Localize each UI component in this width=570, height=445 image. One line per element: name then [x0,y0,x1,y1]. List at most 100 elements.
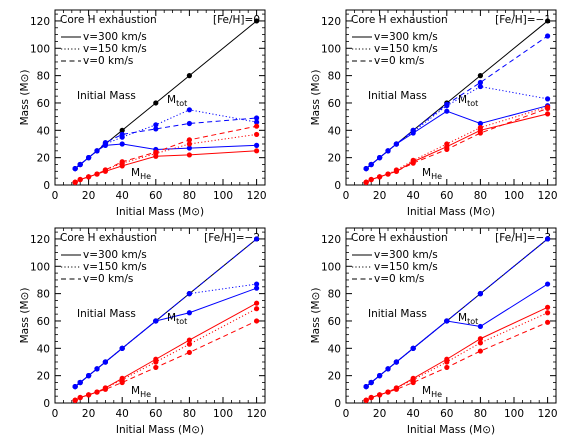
series-mtot-dashed [363,33,551,172]
plot-frame [54,227,266,404]
data-point [444,108,450,114]
x-tick-label: 120 [247,190,267,202]
y-tick-label: 40 [37,343,50,355]
data-point [102,140,108,146]
legend-item: v=300 km/s [83,31,147,43]
data-point [545,96,551,102]
x-tick-label: 20 [82,190,95,202]
x-tick-label: 0 [343,408,350,420]
panel-title: Core H exhaustion [351,232,448,244]
data-point [477,83,483,90]
data-point [254,306,260,312]
data-point [393,359,399,365]
legend-item: v=300 km/s [83,249,147,261]
data-point [119,141,125,147]
data-point [186,120,192,127]
y-tick-label: 60 [37,98,50,110]
series-mhe-dashed [72,318,260,403]
panel-3: 0 20 40 60 80 100 120 0 20 40 60 80 100 120 Initial Ma… [19,227,267,436]
data-point [254,285,260,291]
x-tick-label: 120 [247,408,267,420]
data-point [186,349,192,356]
data-point [186,337,192,343]
annotation-initial-mass: Initial Mass [77,90,136,102]
x-tick-label: 80 [183,408,196,420]
legend-item: v=150 km/s [374,261,438,273]
legend-item: v=150 km/s [374,43,438,55]
data-point [153,122,159,128]
data-point [385,171,391,177]
data-point [368,161,374,168]
data-point [254,115,260,121]
x-tick-label: 20 [373,190,386,202]
legend-item: v=0 km/s [83,273,133,285]
y-axis-label: Mass (M⊙) [310,70,322,126]
data-point [477,130,483,136]
data-point [444,146,450,153]
series-mtot-solid [363,103,551,172]
metallicity-label: [Fe/H]=−3 [495,232,551,244]
series-line [365,306,548,401]
x-axis-label: Initial Mass (M⊙) [407,424,495,436]
y-axis-label: Mass (M⊙) [310,288,322,344]
x-tick-label: 80 [474,408,487,420]
legend-item: v=300 km/s [374,31,438,43]
x-tick-label: 100 [213,408,233,420]
series-mtot-solid [72,285,260,390]
series-line [74,308,257,401]
data-point [363,179,369,185]
data-point [545,281,551,287]
data-point [477,79,483,86]
series-line [365,238,548,387]
y-tick-label: 20 [37,371,50,383]
data-point [254,142,260,148]
panel-title: Core H exhaustion [351,14,448,26]
series-line [365,105,548,169]
panel-1: 0 20 40 60 80 100 120 0 20 40 60 80 100 120 Initial Ma… [19,9,267,218]
plot-frame [345,9,557,186]
annotation-mtot: Mtot [167,94,187,108]
data-point [254,300,260,306]
data-point [410,345,416,351]
y-tick-label: 80 [328,289,341,301]
metallicity-label: [Fe/H]=−2 [204,232,260,244]
data-point [545,319,551,325]
data-point [186,291,192,297]
plot-frame [54,9,266,186]
series-line [74,125,257,183]
data-point [153,364,159,371]
data-point [410,379,416,386]
y-tick-label: 120 [30,16,50,28]
x-tick-label: 20 [82,408,95,420]
data-point [477,348,483,354]
x-tick-label: 40 [407,190,420,202]
data-point [119,379,125,386]
legend-item: v=150 km/s [83,43,147,55]
x-tick-label: 40 [116,408,129,420]
data-point [153,100,159,106]
series-line [74,320,257,401]
series-mhe-dotted [72,131,260,185]
y-tick-label: 100 [30,43,50,55]
data-point [186,152,192,158]
data-point [72,383,78,390]
data-point [86,392,92,398]
data-point [385,148,391,154]
panel-4: 0 20 40 60 80 100 120 0 20 40 60 80 100 120 Initial Ma… [310,227,558,436]
x-axis-label: Initial Mass (M⊙) [407,206,495,218]
y-tick-label: 120 [321,16,341,28]
x-tick-label: 40 [116,190,129,202]
y-tick-label: 20 [328,153,341,165]
legend-item: v=300 km/s [374,249,438,261]
y-tick-label: 40 [328,343,341,355]
y-tick-label: 20 [328,371,341,383]
series-mtot-dotted [72,107,260,172]
data-point [368,176,374,183]
series-mhe-dashed [363,319,551,403]
data-point [119,159,125,165]
data-point [385,389,391,395]
data-point [385,366,391,372]
data-point [254,236,260,242]
data-point [186,137,192,143]
panel-2: 0 20 40 60 80 100 120 0 20 40 60 80 100 120 Initial Ma… [310,9,558,218]
